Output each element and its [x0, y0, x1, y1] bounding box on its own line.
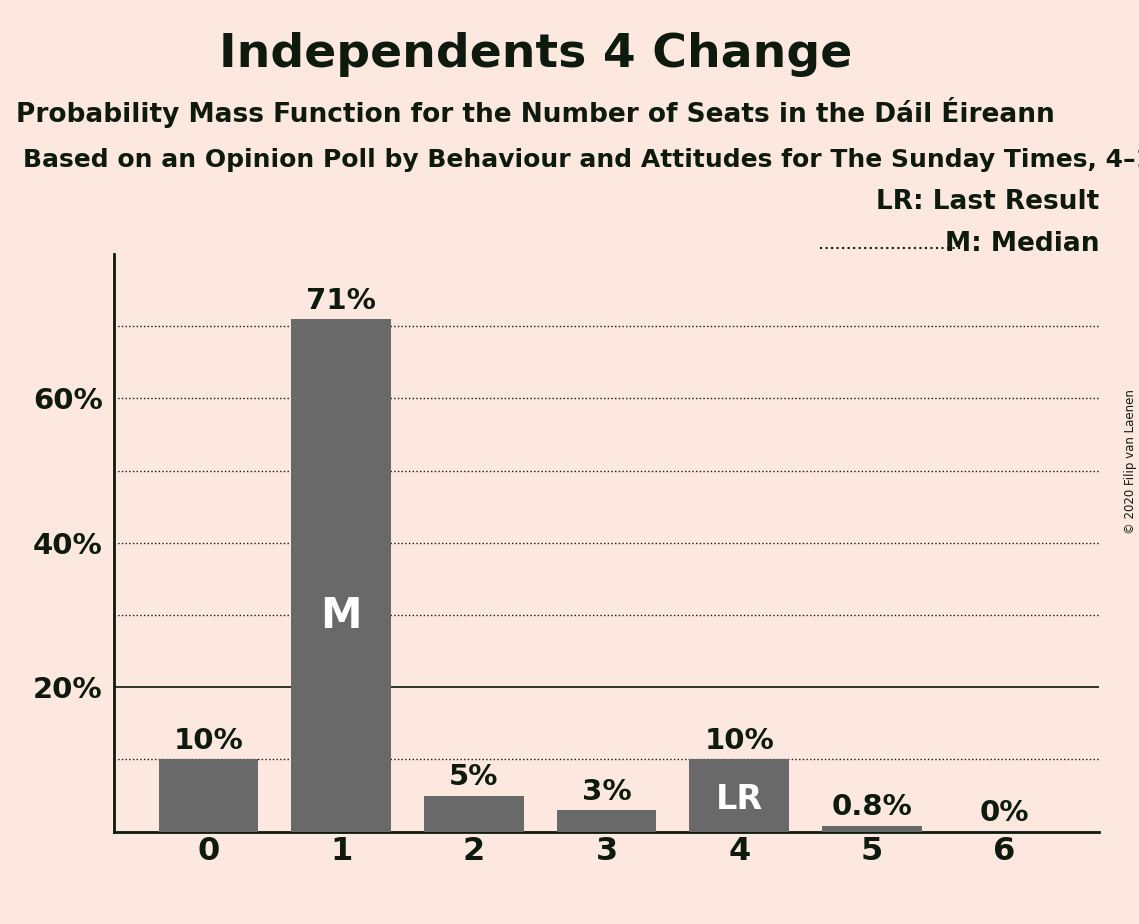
Bar	[822, 826, 921, 832]
Text: 10%: 10%	[173, 727, 244, 755]
Text: M: M	[320, 595, 362, 638]
Text: Probability Mass Function for the Number of Seats in the Dáil Éireann: Probability Mass Function for the Number…	[16, 97, 1055, 128]
Text: 3%: 3%	[582, 778, 631, 806]
Text: 5%: 5%	[449, 763, 499, 791]
Bar	[689, 760, 789, 832]
Text: LR: LR	[715, 783, 763, 816]
Text: M: Median: M: Median	[944, 231, 1099, 257]
Bar	[424, 796, 524, 832]
Text: 0%: 0%	[980, 799, 1030, 827]
Bar	[292, 319, 391, 832]
Bar	[158, 760, 259, 832]
Text: © 2020 Filip van Laenen: © 2020 Filip van Laenen	[1124, 390, 1137, 534]
Text: 10%: 10%	[704, 727, 775, 755]
Text: LR: Last Result: LR: Last Result	[876, 189, 1099, 215]
Text: Based on an Opinion Poll by Behaviour and Attitudes for The Sunday Times, 4–16 A: Based on an Opinion Poll by Behaviour an…	[23, 148, 1139, 172]
Text: Independents 4 Change: Independents 4 Change	[219, 32, 852, 78]
Bar	[557, 810, 656, 832]
Text: 71%: 71%	[306, 286, 376, 315]
Text: 0.8%: 0.8%	[831, 794, 912, 821]
